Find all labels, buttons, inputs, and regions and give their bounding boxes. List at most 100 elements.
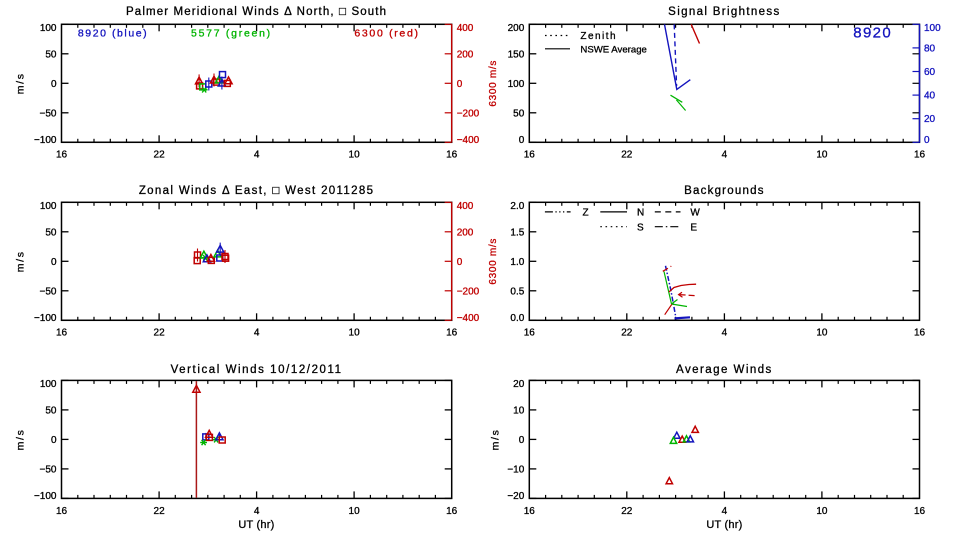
svg-text:UT (hr): UT (hr) [238, 519, 274, 531]
svg-text:6300 (red): 6300 (red) [354, 27, 419, 39]
svg-text:−200: −200 [457, 286, 480, 297]
svg-text:Signal Brightness: Signal Brightness [668, 6, 780, 18]
svg-text:16: 16 [524, 328, 536, 339]
svg-text:4: 4 [722, 506, 728, 517]
svg-text:Z: Z [583, 208, 589, 219]
svg-text:Zenith: Zenith [580, 31, 617, 42]
svg-text:m/s: m/s [15, 428, 27, 450]
svg-text:−100: −100 [34, 313, 57, 324]
svg-text:E: E [690, 222, 697, 233]
svg-text:10: 10 [349, 150, 361, 161]
svg-text:−100: −100 [34, 491, 57, 502]
svg-text:m/s: m/s [15, 250, 27, 272]
svg-text:22: 22 [621, 150, 633, 161]
svg-text:4: 4 [254, 328, 260, 339]
svg-text:200: 200 [457, 227, 474, 238]
svg-text:10: 10 [816, 150, 828, 161]
svg-text:16: 16 [914, 150, 926, 161]
svg-text:10: 10 [513, 405, 525, 416]
svg-text:4: 4 [722, 150, 728, 161]
svg-text:16: 16 [446, 328, 458, 339]
svg-text:−50: −50 [40, 286, 57, 297]
svg-text:50: 50 [45, 49, 57, 60]
svg-text:0: 0 [519, 135, 525, 146]
svg-text:22: 22 [154, 150, 166, 161]
svg-text:16: 16 [524, 150, 536, 161]
svg-text:16: 16 [914, 328, 926, 339]
svg-text:16: 16 [914, 506, 926, 517]
svg-text:16: 16 [56, 150, 68, 161]
svg-text:22: 22 [154, 328, 166, 339]
svg-text:100: 100 [508, 79, 525, 90]
svg-text:1.5: 1.5 [510, 227, 524, 238]
svg-text:m/s: m/s [15, 72, 27, 94]
svg-text:−20: −20 [507, 491, 524, 502]
svg-text:W: W [690, 208, 700, 219]
svg-text:100: 100 [40, 379, 57, 390]
svg-text:0: 0 [51, 435, 57, 446]
svg-text:50: 50 [45, 405, 57, 416]
svg-text:16: 16 [446, 506, 458, 517]
svg-text:NSWE Average: NSWE Average [580, 45, 646, 56]
svg-text:60: 60 [924, 67, 936, 78]
svg-text:100: 100 [924, 23, 941, 34]
svg-text:50: 50 [513, 108, 525, 119]
svg-text:0: 0 [51, 257, 57, 268]
svg-text:10: 10 [349, 506, 361, 517]
svg-text:10: 10 [349, 328, 361, 339]
svg-text:Backgrounds: Backgrounds [684, 185, 765, 197]
svg-text:10: 10 [816, 328, 828, 339]
svg-text:m/s: m/s [490, 428, 502, 450]
svg-text:16: 16 [446, 150, 458, 161]
svg-text:22: 22 [621, 328, 633, 339]
svg-text:20: 20 [924, 114, 936, 125]
svg-text:0.0: 0.0 [510, 313, 524, 324]
svg-text:0: 0 [457, 79, 463, 90]
svg-text:4: 4 [254, 150, 260, 161]
svg-text:−400: −400 [457, 313, 480, 324]
svg-text:−10: −10 [507, 464, 524, 475]
svg-text:S: S [637, 222, 644, 233]
svg-text:N: N [637, 208, 644, 219]
svg-text:−200: −200 [457, 108, 480, 119]
svg-text:20: 20 [513, 379, 525, 390]
svg-text:−100: −100 [34, 135, 57, 146]
svg-text:16: 16 [56, 506, 68, 517]
svg-text:4: 4 [722, 328, 728, 339]
svg-text:Vertical Winds 10/12/2011: Vertical Winds 10/12/2011 [171, 364, 343, 376]
svg-text:6300 m/s: 6300 m/s [488, 60, 499, 107]
svg-text:22: 22 [621, 506, 633, 517]
svg-text:5577 (green): 5577 (green) [191, 27, 272, 39]
svg-text:40: 40 [924, 91, 936, 102]
svg-text:10: 10 [816, 506, 828, 517]
svg-text:22: 22 [154, 506, 166, 517]
svg-text:100: 100 [40, 201, 57, 212]
svg-text:Average Winds: Average Winds [676, 364, 773, 376]
svg-text:8920: 8920 [853, 24, 892, 41]
svg-text:−400: −400 [457, 135, 480, 146]
svg-text:400: 400 [457, 23, 474, 34]
svg-text:6300 m/s: 6300 m/s [488, 238, 499, 285]
svg-text:Zonal Winds Δ East, □ West 201: Zonal Winds Δ East, □ West 2011285 [139, 185, 375, 197]
svg-text:0: 0 [924, 135, 930, 146]
svg-text:UT (hr): UT (hr) [706, 519, 742, 531]
svg-text:100: 100 [40, 23, 57, 34]
svg-text:16: 16 [524, 506, 536, 517]
svg-text:0: 0 [457, 257, 463, 268]
svg-text:200: 200 [508, 23, 525, 34]
svg-text:150: 150 [508, 49, 525, 60]
svg-text:2.0: 2.0 [510, 201, 524, 212]
svg-text:0.5: 0.5 [510, 286, 524, 297]
svg-text:−50: −50 [40, 108, 57, 119]
svg-text:0: 0 [51, 79, 57, 90]
svg-text:1.0: 1.0 [510, 257, 524, 268]
svg-text:50: 50 [45, 227, 57, 238]
svg-text:4: 4 [254, 506, 260, 517]
svg-text:0: 0 [519, 435, 525, 446]
svg-text:16: 16 [56, 328, 68, 339]
svg-text:−50: −50 [40, 464, 57, 475]
svg-text:Palmer Meridional Winds Δ Nort: Palmer Meridional Winds Δ North, □ South [126, 6, 387, 18]
svg-text:8920 (blue): 8920 (blue) [78, 27, 148, 39]
svg-text:200: 200 [457, 49, 474, 60]
svg-text:80: 80 [924, 43, 936, 54]
